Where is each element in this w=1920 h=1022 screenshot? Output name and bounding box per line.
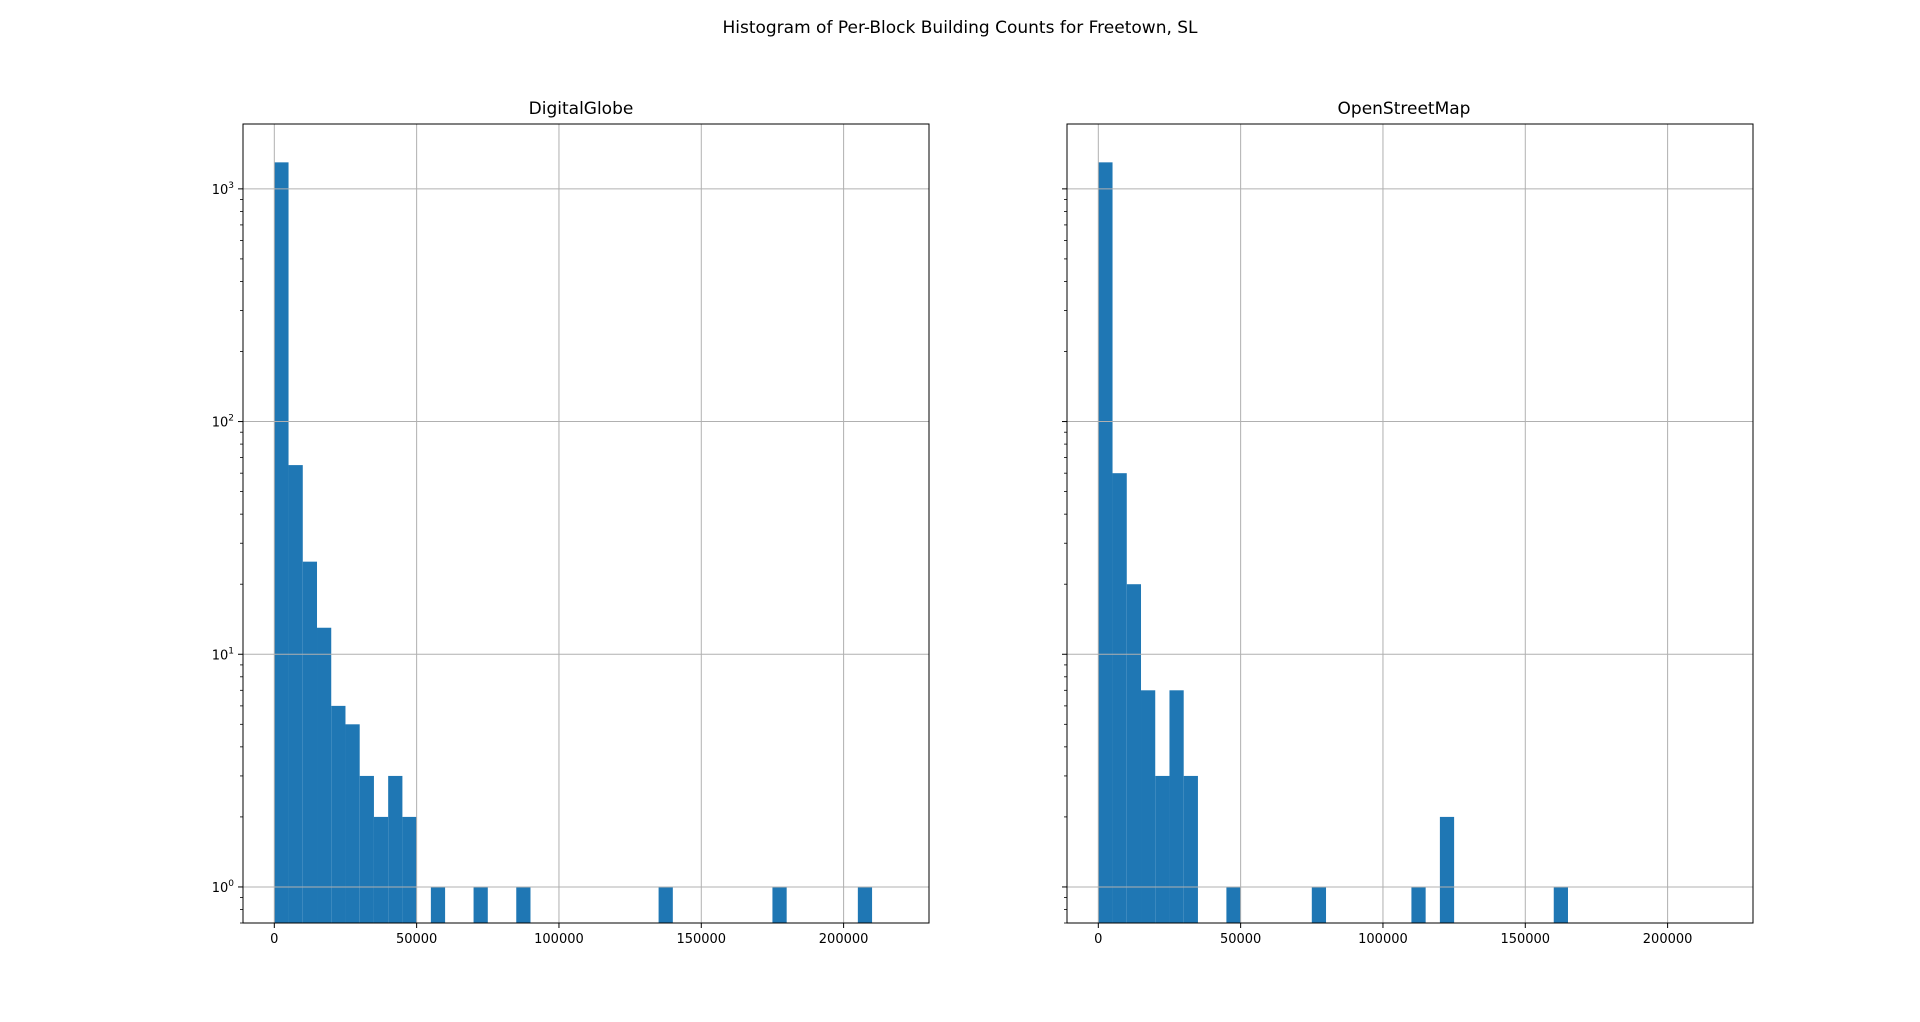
histogram-bar [857,886,873,923]
histogram-bar [1141,690,1156,923]
histogram-bar [1169,690,1184,923]
x-tick-label: 150000 [676,932,726,947]
x-tick-label: 200000 [819,932,869,947]
histogram-bar [317,627,332,923]
y-tick-label: 101 [212,646,234,663]
histogram-bar [1112,473,1127,923]
x-tick-label: 0 [1094,932,1102,947]
x-tick-label: 0 [270,932,278,947]
histogram-bar [302,561,318,923]
axes-frame [1066,123,1754,924]
histogram-bar [388,775,403,923]
axes-frame [242,123,930,924]
histogram-bar [772,886,787,923]
y-tick-label: 100 [212,879,235,896]
x-tick-label: 200000 [1643,932,1693,947]
panel-openstreetmap: 0 50000 100000 150000 200000 OpenStreetMap [1062,99,1754,947]
panel-digitalglobe: 0 50000 100000 150000 200000 100 101 102 103 Digi… [212,99,930,947]
histogram-bar [359,775,374,923]
histogram-bar [373,816,389,923]
histogram-bar [1439,816,1455,923]
x-tick-label: 150000 [1500,932,1550,947]
panel-title: DigitalGlobe [529,99,634,119]
histogram-bar [1155,775,1170,923]
histogram-bar [1553,886,1568,923]
x-tick-label: 50000 [396,932,437,947]
histogram-bar [1126,584,1142,923]
histogram-bar [1098,162,1113,924]
x-tick-label: 50000 [1220,932,1261,947]
panel-title: OpenStreetMap [1338,99,1471,119]
histogram-bar [1311,886,1327,923]
histogram-bar [473,886,488,923]
histogram-bar [288,465,303,923]
histogram-bar [430,886,446,923]
x-tick-label: 100000 [534,932,584,947]
histogram-bar [274,162,289,924]
histogram-bar [1183,775,1198,923]
histogram-bar [402,816,417,923]
histogram-bar [1411,886,1426,923]
histogram-bar [331,705,346,923]
figure-title: Histogram of Per-Block Building Counts f… [722,18,1198,38]
histogram-bar [516,886,531,923]
histogram-bar [658,886,673,923]
y-tick-label: 102 [212,414,234,431]
x-tick-label: 100000 [1358,932,1408,947]
histogram-bar [345,724,360,923]
histogram-bar [1226,886,1241,923]
y-tick-label: 103 [212,181,234,198]
